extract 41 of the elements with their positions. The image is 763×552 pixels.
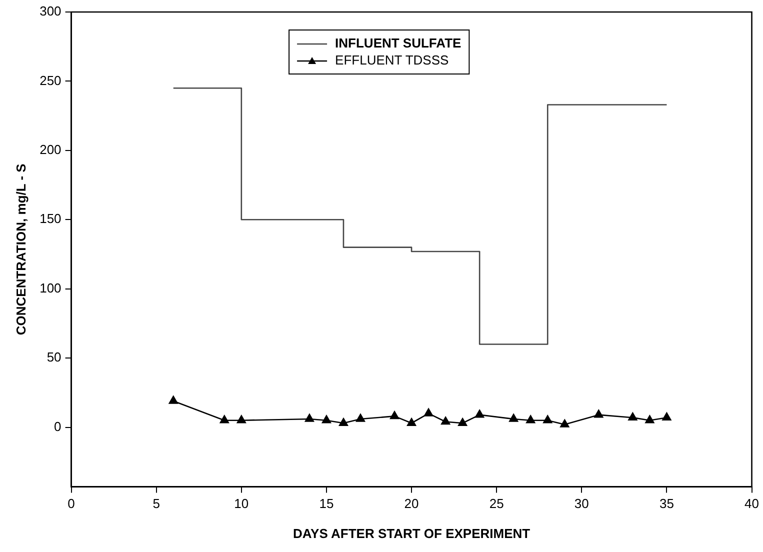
y-tick-label: 200: [40, 142, 62, 158]
point: [338, 418, 348, 426]
point: [662, 412, 672, 420]
point: [543, 415, 552, 424]
point: [526, 415, 536, 424]
x-tick-label: 20: [404, 496, 419, 512]
point: [322, 415, 332, 424]
x-axis-title: DAYS AFTER START OF EXPERIMENT: [292, 526, 530, 541]
point: [645, 415, 654, 424]
x-tick-label: 10: [234, 496, 249, 512]
x-tick-label: 30: [574, 496, 589, 512]
point: [390, 411, 400, 420]
point: [406, 418, 416, 426]
point: [594, 410, 604, 418]
x-tick-label: 25: [489, 496, 504, 512]
point: [458, 418, 468, 426]
y-tick-label: 50: [46, 350, 62, 365]
point: [560, 419, 570, 428]
point: [220, 415, 229, 424]
y-axis-title: CONCENTRATION, mg/L - S: [13, 163, 28, 336]
point: [509, 414, 518, 422]
point: [475, 410, 484, 418]
y-tick-label: 300: [40, 4, 62, 19]
x-tick-label: 0: [68, 496, 75, 512]
x-tick-label: 40: [744, 496, 760, 512]
x-tick-label: 15: [319, 496, 334, 512]
point: [356, 414, 366, 422]
point: [168, 396, 178, 404]
y-tick-label: 150: [40, 211, 62, 226]
x-tick-label: 5: [152, 496, 160, 512]
point: [628, 412, 638, 420]
x-tick-label: 35: [659, 496, 674, 512]
point: [441, 416, 450, 425]
y-tick-label: 250: [40, 72, 62, 88]
point: [304, 414, 314, 422]
legend-label: EFFLUENT TDSSS: [335, 52, 450, 68]
point: [236, 415, 246, 424]
y-tick-label: 0: [54, 418, 62, 434]
point: [424, 408, 434, 416]
legend-label: INFLUENT SULFATE: [335, 36, 462, 51]
y-tick-label: 100: [40, 280, 62, 296]
